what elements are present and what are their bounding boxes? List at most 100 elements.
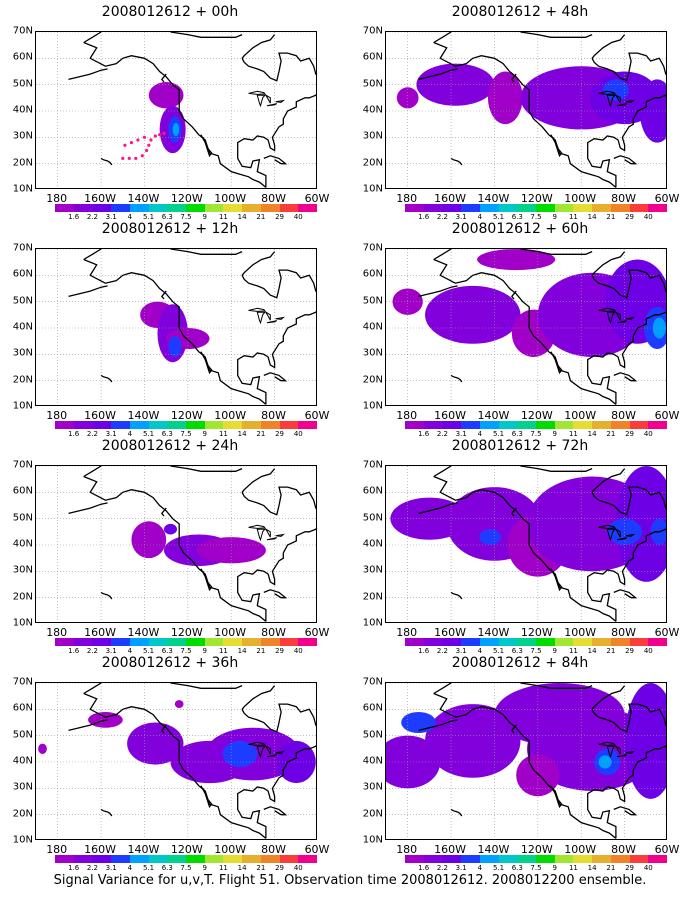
lon-tick-label: 100W	[214, 192, 247, 205]
coastline	[591, 52, 666, 82]
colorbar-tick-label: 40	[293, 430, 303, 438]
lon-tick-label: 160W	[84, 626, 116, 639]
coastline	[591, 468, 626, 493]
colorbar-swatch	[148, 855, 168, 863]
lake-outline	[614, 744, 621, 755]
colorbar-tick-label: 1.6	[418, 430, 430, 438]
map-panel: 2008012612 + 12h 70N 60N 50N 40N 30N 20N 10N 180…	[0, 221, 340, 438]
colorbar-tick-label: 14	[237, 430, 247, 438]
colorbar-swatch	[223, 638, 243, 646]
colorbar-tick-label: 2.2	[86, 430, 98, 438]
colorbar-swatch	[648, 638, 668, 646]
lon-tick-label: 140W	[477, 626, 510, 639]
colorbar-swatch	[111, 421, 130, 429]
colorbar-tick-label: 5.1	[492, 864, 505, 872]
colorbar	[55, 638, 318, 646]
colorbar-tick-label: 4	[477, 430, 483, 438]
colorbar-tick-label: 21	[606, 647, 616, 655]
flight-track-point	[121, 156, 125, 160]
lake-outline	[598, 307, 616, 312]
lon-tick-label: 100W	[564, 843, 597, 856]
variance-region	[168, 335, 182, 357]
colorbar-swatch	[498, 204, 518, 212]
lake-outline	[606, 528, 616, 542]
colorbar-labels: 1.6 2.2 3.1 4 5.1 6.3 7.5 9 11 14 21 29 40	[55, 864, 317, 874]
map-area	[385, 248, 667, 406]
colorbar-swatch	[592, 204, 611, 212]
flight-track-point	[140, 154, 144, 158]
coastline	[237, 364, 267, 405]
colorbar-swatch	[423, 421, 443, 429]
coastline	[591, 269, 666, 299]
lon-tick-label: 80W	[611, 409, 637, 422]
colorbar-tick-label: 21	[256, 430, 266, 438]
colorbar-swatch	[279, 638, 299, 646]
colorbar-swatch	[536, 855, 555, 863]
lat-tick-label: 40N	[362, 104, 383, 116]
variance-region	[487, 71, 523, 125]
lat-tick-label: 70N	[12, 459, 33, 471]
lon-tick-label: 80W	[261, 626, 287, 639]
colorbar-swatch	[204, 421, 224, 429]
lon-tick-label: 60W	[304, 626, 330, 639]
lake-outline	[275, 750, 286, 754]
lat-tick-label: 30N	[362, 781, 383, 793]
colorbar-swatch	[610, 421, 630, 429]
colorbar-tick-label: 5.1	[142, 864, 155, 872]
colorbar-tick-label: 6.3	[161, 647, 173, 655]
lon-tick-label: 180	[46, 626, 68, 639]
lat-tick-label: 20N	[12, 591, 33, 603]
colorbar-swatch	[111, 855, 130, 863]
lon-tick-label: 60W	[304, 192, 330, 205]
lon-tick-label: 60W	[304, 409, 330, 422]
colorbar-tick-label: 2.2	[86, 213, 98, 221]
coastline	[450, 591, 463, 600]
colorbar-swatch	[592, 855, 611, 863]
coastline	[510, 290, 517, 300]
panel-title: 2008012612 + 00h	[101, 4, 239, 20]
colorbar-tick-label: 3.1	[105, 213, 117, 221]
lat-tick-label: 10N	[362, 183, 383, 195]
colorbar	[55, 204, 318, 212]
coastline	[591, 251, 626, 276]
lon-tick-label: 160W	[434, 626, 466, 639]
variance-region	[527, 706, 658, 791]
coastline	[160, 507, 167, 517]
lat-tick-label: 70N	[362, 242, 383, 254]
lon-tick-label: 180	[46, 409, 68, 422]
lat-tick-label: 30N	[362, 347, 383, 359]
lat-tick-label: 40N	[362, 321, 383, 333]
lat-tick-label: 60N	[362, 485, 383, 497]
colorbar-swatch	[442, 855, 462, 863]
coastline	[237, 527, 316, 586]
lon-tick-label: 160W	[84, 843, 116, 856]
lake-outline	[264, 310, 271, 321]
colorbar-swatch	[223, 421, 243, 429]
coastline	[200, 568, 213, 592]
coastline	[418, 719, 458, 732]
panel-title: 2008012612 + 12h	[101, 221, 239, 237]
panel-title: 2008012612 + 72h	[451, 438, 589, 454]
colorbar-tick-label: 40	[293, 213, 303, 221]
colorbar-swatch	[260, 638, 280, 646]
lon-tick-label: 100W	[564, 192, 597, 205]
colorbar-tick-label: 29	[275, 213, 285, 221]
coastline	[587, 581, 617, 622]
variance-region	[127, 722, 184, 765]
coastline	[241, 468, 276, 493]
lat-tick-label: 20N	[12, 157, 33, 169]
coastline	[587, 93, 666, 152]
colorbar-tick-label: 4	[127, 647, 133, 655]
flight-track-point	[142, 135, 147, 139]
colorbar-tick-label: 2.2	[436, 213, 448, 221]
colorbar-swatch	[298, 638, 318, 646]
lat-tick-label: 60N	[12, 485, 33, 497]
colorbar-tick-label: 14	[587, 430, 597, 438]
lake-outline	[275, 533, 286, 537]
colorbar-tick-label: 5.1	[142, 213, 155, 221]
lat-tick-label: 60N	[362, 51, 383, 63]
panel-title: 2008012612 + 24h	[101, 438, 239, 454]
coastline	[591, 34, 626, 59]
panel-title: 2008012612 + 60h	[451, 221, 589, 237]
lon-tick-label: 180	[396, 192, 418, 205]
